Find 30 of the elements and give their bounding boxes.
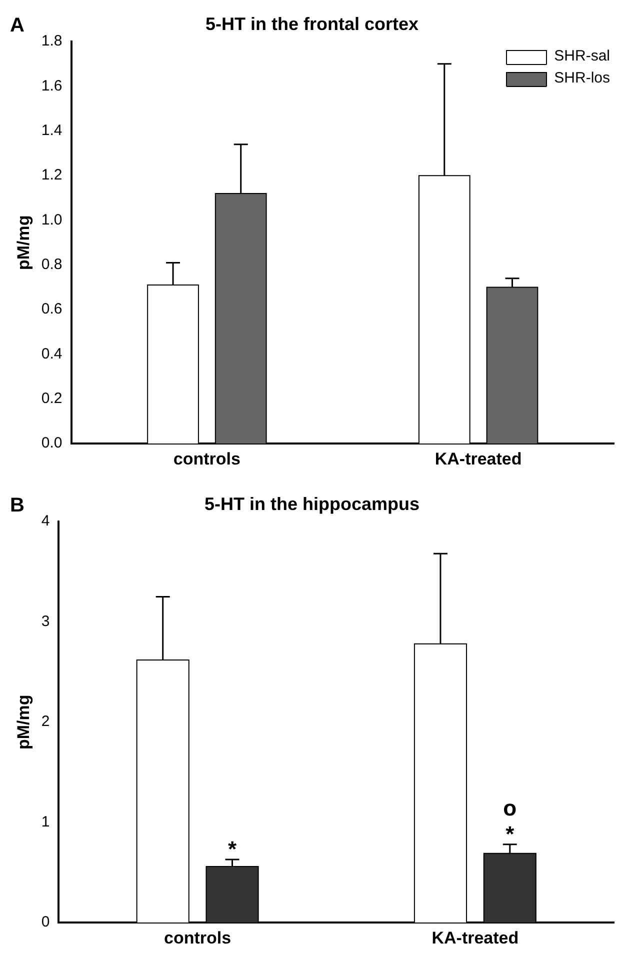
y-axis-title: pM/mg <box>14 694 33 750</box>
y-tick-label: 1.6 <box>41 77 62 94</box>
y-tick-label: 1.0 <box>41 211 62 228</box>
y-axis-title: pM/mg <box>14 215 33 270</box>
text: B <box>10 494 24 517</box>
y-tick-label: 1.4 <box>41 122 62 140</box>
text: SHR-sal <box>554 48 610 65</box>
y-tick-label: 4 <box>41 512 50 530</box>
chart-title: 5-HT in the hippocampus <box>204 494 420 514</box>
y-tick-label: 1 <box>41 813 50 830</box>
chart-title: 5-HT in the frontal cortex <box>205 14 419 34</box>
x-tick-label: controls <box>164 928 232 948</box>
x-tick-label: KA-treated <box>434 449 522 468</box>
legend-label: SHR-los <box>554 70 610 87</box>
annotation: o <box>503 795 517 820</box>
y-tick-label: 2 <box>41 713 50 730</box>
x-tick-label: KA-treated <box>432 928 519 948</box>
annotation: * <box>228 836 237 862</box>
y-tick-label: 1.8 <box>41 32 62 50</box>
y-tick-label: 0.4 <box>41 345 62 362</box>
y-tick-label: 0 <box>41 914 50 931</box>
y-tick-label: 0.2 <box>41 390 62 408</box>
x-tick-label: controls <box>173 449 240 468</box>
y-tick-label: 3 <box>41 612 50 630</box>
y-tick-label: 0.6 <box>41 300 62 318</box>
annotation: * <box>506 821 515 846</box>
y-tick-label: 1.2 <box>41 166 62 184</box>
y-tick-label: 0.8 <box>41 256 62 274</box>
y-tick-label: 0.0 <box>41 434 62 452</box>
text: A <box>10 14 24 37</box>
